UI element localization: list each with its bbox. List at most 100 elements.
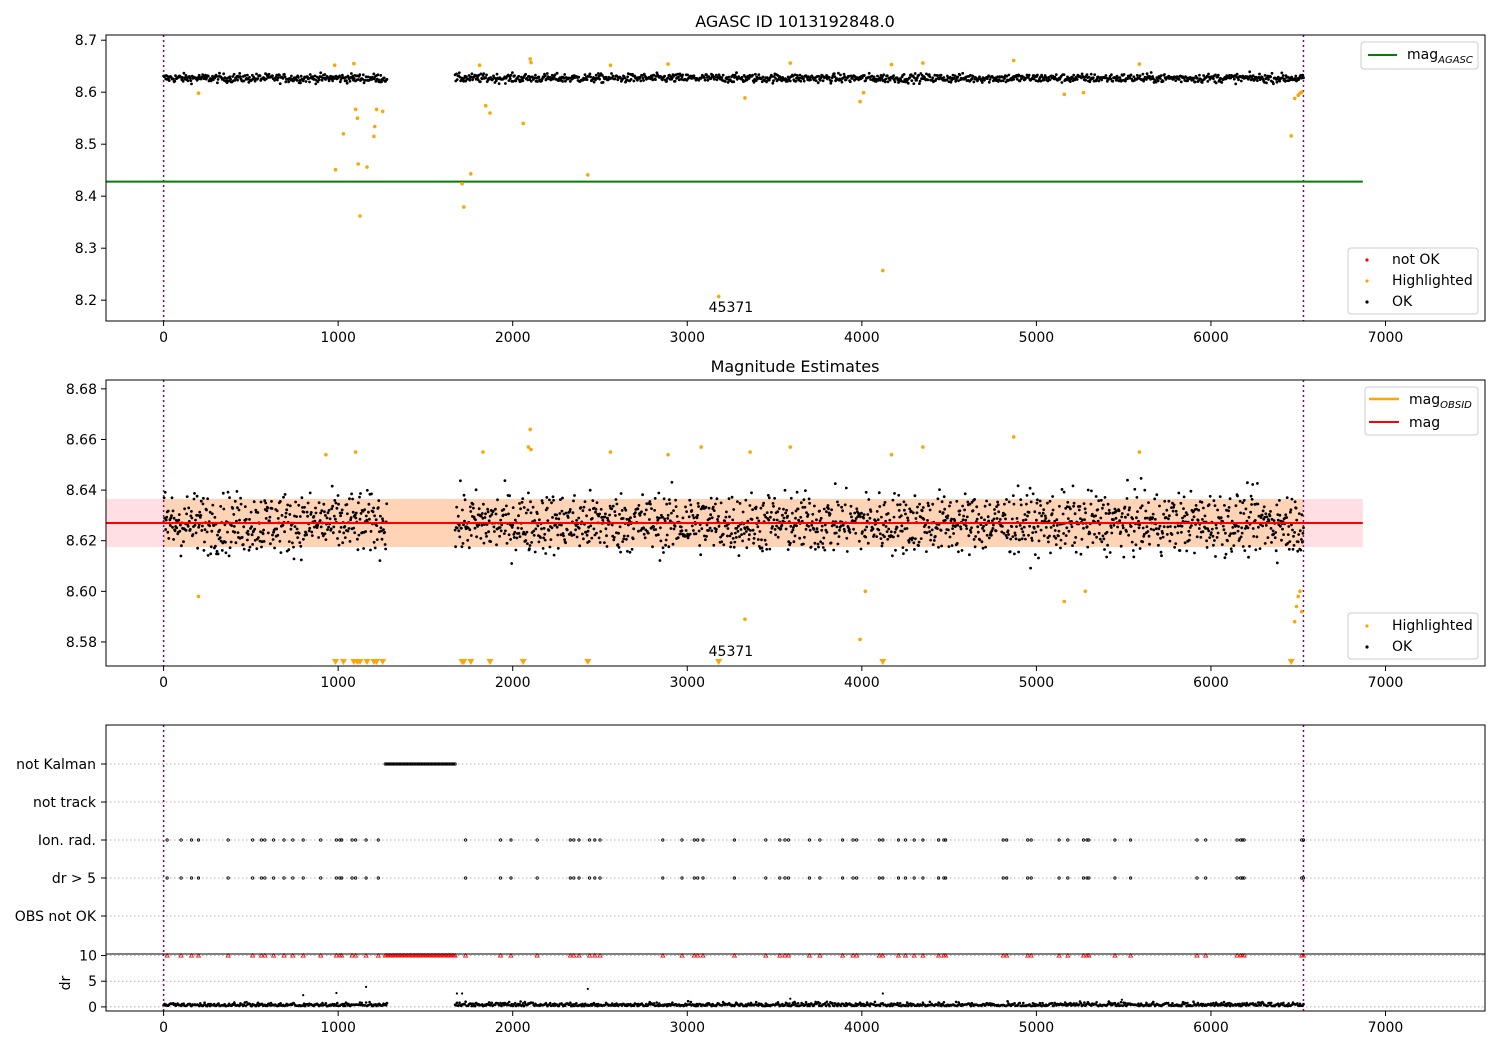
magnitude-ok-point [1019, 498, 1023, 501]
magnitude-ok-point [810, 523, 814, 527]
magnitude-ok-point [981, 546, 985, 550]
magnitude-ok-point [1082, 526, 1085, 530]
magnitude-ok-point [926, 501, 930, 505]
ion-rad-marker [903, 838, 908, 842]
dr-gt-5-marker [1085, 876, 1089, 880]
magnitude-estimates-axes: 0 1000 2000 3000 4000 5000 6000 70008.588.608.6… [66, 382, 1403, 691]
magnitude-ok-point [308, 526, 312, 530]
dr-gt-5-marker [353, 876, 358, 880]
dr-point [655, 1001, 658, 1004]
magnitude-ok-point [527, 491, 530, 495]
magnitude-ok-point [949, 501, 952, 504]
magnitude-ok-point [622, 537, 626, 541]
magnitude-ok-point [1003, 513, 1007, 517]
dr-point [796, 1002, 800, 1005]
magnitude-ok-point [466, 526, 470, 530]
magnitude-ok-point [310, 530, 314, 534]
magnitude-highlighted-point [699, 445, 703, 449]
magnitude-ok-point [1203, 514, 1207, 518]
not-kalman-marker [433, 762, 438, 766]
magnitude-ok-point [896, 503, 899, 507]
magnitude-ok-point [339, 526, 343, 529]
magnitude-ok-point [533, 550, 537, 554]
dr-point [575, 1002, 578, 1005]
magnitude-ok-point [794, 509, 798, 513]
agasc-ok-point [928, 75, 932, 79]
ion-rad-marker [943, 838, 948, 842]
magnitude-ok-point [1099, 516, 1103, 520]
magnitude-ok-point [1062, 532, 1065, 535]
magnitude-ok-point [971, 509, 975, 512]
magnitude-ok-point [747, 527, 750, 531]
magnitude-ok-point [1069, 507, 1072, 511]
dr-point [490, 1001, 494, 1005]
magnitude-ok-point [897, 509, 901, 512]
magnitude-ok-point [1090, 489, 1093, 493]
not-kalman-marker [392, 762, 396, 766]
agasc-ok-point [918, 82, 921, 85]
magnitude-ok-point [1121, 526, 1125, 530]
magnitude-ok-point [1251, 483, 1255, 486]
magnitude-ok-point [1055, 518, 1059, 522]
magnitude-ok-point [1037, 556, 1040, 560]
magnitude-ok-point [1064, 534, 1068, 537]
magnitude-ok-point [1171, 509, 1175, 513]
magnitude-ok-point [807, 524, 810, 528]
magnitude-ok-point [373, 514, 376, 518]
magnitude-ok-point [1185, 549, 1189, 553]
agasc-ok-point [1200, 81, 1204, 84]
magnitude-ok-point [936, 527, 939, 530]
magnitude-ok-point [1153, 497, 1157, 501]
agasc-xtick-label: 6000 [1193, 330, 1229, 346]
dr-gt-5-marker [568, 876, 572, 880]
magnitude-ok-point [729, 545, 732, 549]
magnitude-ok-point [836, 500, 839, 504]
dr-point [384, 1004, 388, 1007]
magnitude-ok-point [248, 518, 251, 521]
magnitude-ok-point [1181, 516, 1184, 520]
magnitude-ok-point [1010, 517, 1014, 521]
magnitude-ok-point [944, 531, 948, 535]
ion-rad-marker [463, 838, 468, 842]
magnitude-ok-point [549, 538, 553, 541]
magnitude-ok-point [529, 511, 533, 515]
magnitude-ok-point [381, 517, 384, 521]
magnitude-ok-point [775, 518, 779, 522]
magnitude-ok-point [1229, 532, 1233, 535]
magnitude-ok-point [1159, 536, 1162, 540]
ion-rad-marker [1005, 838, 1009, 842]
agasc-ok-point [458, 75, 462, 79]
magnitude-ok-point [203, 540, 206, 544]
magnitude-ok-point [951, 527, 954, 530]
magnitude-ok-point [1024, 518, 1028, 522]
dr-point [898, 1002, 902, 1005]
agasc-ok-point [215, 75, 219, 78]
magnitude-ok-point [619, 492, 623, 495]
ion-rad-marker [1026, 838, 1030, 842]
agasc-ok-point [1258, 72, 1261, 76]
magnitude-ok-point [1094, 495, 1098, 498]
agasc-panel-title: AGASC ID 1013192848.0 [695, 12, 895, 31]
magnitude-ok-point [1168, 514, 1171, 518]
agasc-ok-point [1048, 78, 1052, 82]
dr-point [269, 1001, 273, 1005]
agasc-ok-point [740, 75, 744, 79]
magnitude-ok-point [1083, 518, 1086, 521]
magnitude-ok-point [1060, 488, 1064, 491]
magnitude-ok-point [193, 492, 196, 495]
magnitude-ok-point [1066, 517, 1070, 520]
magnitude-ok-point [748, 504, 752, 507]
agasc-ok-point [677, 75, 680, 79]
magnitude-ok-point [208, 524, 212, 528]
magnitude-ok-point [956, 523, 960, 527]
magnitude-ok-point [1044, 526, 1048, 529]
magnitude-ok-point [984, 545, 987, 549]
magnitude-ok-point [550, 526, 554, 530]
magnitude-ok-point [587, 540, 591, 543]
magnitude-ok-point [1049, 526, 1053, 529]
magnitude-ok-point [714, 530, 718, 534]
magnitude-ok-point [487, 530, 490, 534]
magnitude-ok-point [751, 528, 755, 532]
magnitude-ok-point [689, 503, 693, 507]
agasc-highlighted-point [365, 165, 369, 169]
